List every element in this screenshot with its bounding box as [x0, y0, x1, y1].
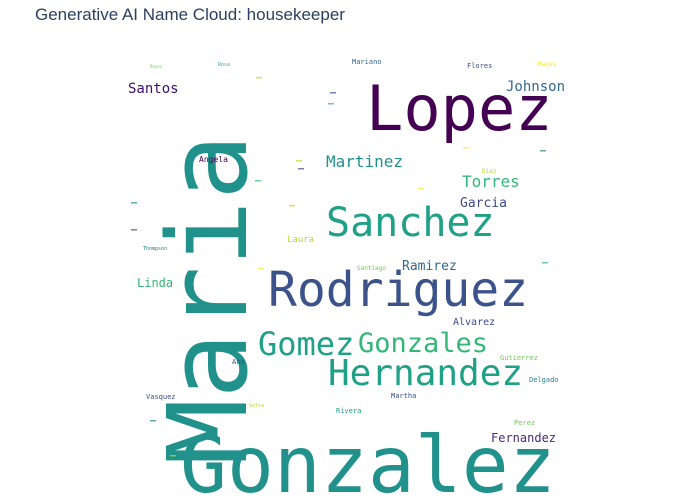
speck-mark: [150, 420, 156, 422]
speck-mark: [255, 180, 261, 182]
word-martha: Martha: [391, 392, 416, 400]
speck-mark: [170, 455, 176, 457]
speck-mark: [131, 202, 137, 204]
word-linda: Linda: [137, 276, 173, 290]
word-vasquez: Vasquez: [146, 393, 176, 401]
word-johnson: Johnson: [506, 79, 565, 95]
word-lopez: Lopez: [366, 72, 553, 145]
word-gonzales: Gonzales: [358, 328, 488, 359]
speck-mark: [540, 150, 546, 152]
word-perez: Perez: [514, 419, 535, 427]
word-garcia: Garcia: [460, 196, 507, 211]
word-rivera: Rivera: [336, 407, 361, 415]
word-reyes: Reyes: [150, 64, 163, 69]
speck-mark: [463, 147, 469, 149]
word-delgado: Delgado: [529, 376, 559, 384]
word-rosa: Rosa: [218, 62, 230, 68]
chart-title: Generative AI Name Cloud: housekeeper: [35, 5, 345, 24]
word-gonzalez: Gonzalez: [180, 421, 556, 500]
word-rodriguez: Rodriguez: [268, 262, 528, 318]
word-ana: Ana: [232, 358, 245, 366]
speck-mark: [131, 229, 137, 231]
speck-mark: [296, 160, 302, 162]
word-laura: Laura: [287, 235, 314, 245]
word-ramirez: Ramirez: [402, 259, 457, 274]
word-gutierrez: Gutierrez: [500, 354, 538, 362]
word-thompson: Thompson: [143, 246, 167, 252]
word-martinez: Martinez: [326, 152, 403, 171]
word-mayes: Mayes: [538, 61, 556, 68]
word-angela: Angela: [199, 155, 228, 164]
speck-mark: [256, 77, 262, 79]
speck-mark: [542, 262, 548, 264]
word-alvarez: Alvarez: [453, 317, 495, 328]
word-santiago: Santiago: [357, 265, 386, 272]
word-hernandez: Hernandez: [328, 353, 523, 394]
speck-mark: [289, 205, 295, 207]
speck-mark: [328, 103, 334, 105]
word-flores: Flores: [467, 62, 492, 70]
word-sofia: Sofia: [249, 403, 264, 409]
word-diaz: Diaz: [482, 168, 497, 175]
speck-mark: [418, 188, 424, 190]
speck-mark: [330, 92, 336, 94]
word-sanchez: Sanchez: [326, 200, 495, 246]
word-santos: Santos: [128, 81, 179, 97]
word-mariano: Mariano: [352, 58, 382, 66]
word-torres: Torres: [462, 172, 520, 191]
word-maria: Maria: [144, 134, 272, 465]
word-fernandez: Fernandez: [491, 431, 556, 445]
speck-mark: [258, 268, 264, 270]
speck-mark: [298, 168, 304, 170]
word-gomez: Gomez: [258, 325, 354, 363]
